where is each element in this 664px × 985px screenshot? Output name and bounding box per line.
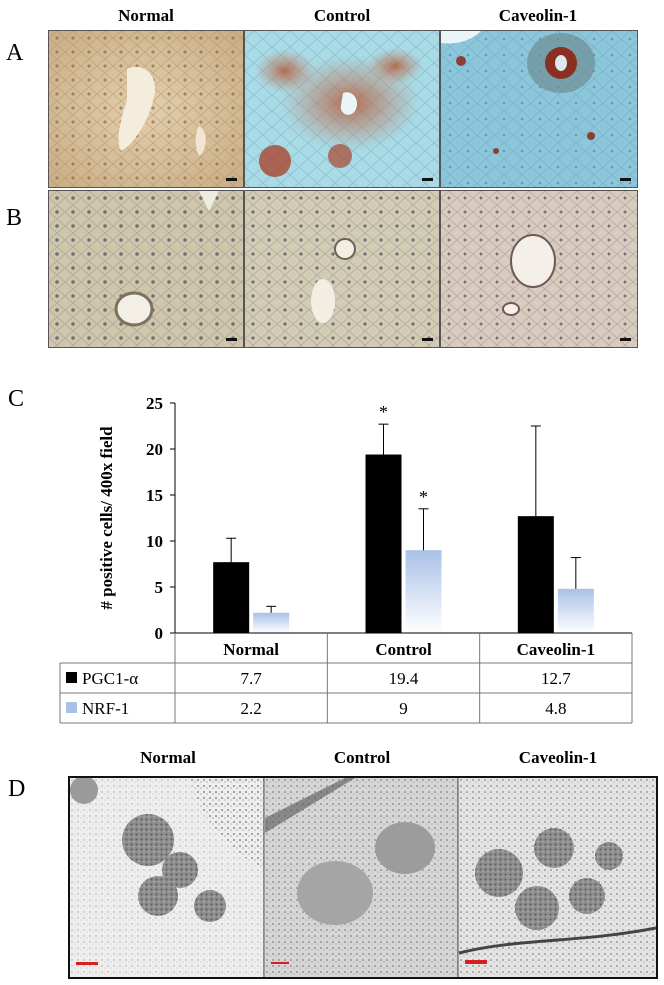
x-tick-label: Control <box>375 640 432 659</box>
scale-bar <box>226 338 237 341</box>
legend-label: PGC1-α <box>82 669 138 688</box>
em-header-caveolin-1: Caveolin-1 <box>518 748 598 767</box>
data-label: 7.7 <box>241 669 263 688</box>
em-image-strip <box>68 776 658 979</box>
panel-letter-a: A <box>6 40 24 66</box>
legend-swatch-nrf-1 <box>66 702 77 713</box>
scale-bar <box>422 338 433 341</box>
panel-letter-b: B <box>6 205 23 231</box>
data-label: 9 <box>399 699 408 718</box>
bar-nrf-1 <box>557 588 594 633</box>
em-image-caveolin-1 <box>458 778 656 977</box>
scale-bar <box>422 178 433 181</box>
scale-bar <box>620 338 631 341</box>
bar-pgc1-alpha <box>365 454 402 633</box>
micrograph-b-normal <box>48 190 244 348</box>
micrograph-a-control <box>244 30 440 188</box>
bar-pgc1-alpha <box>517 516 554 633</box>
column-header-caveolin-1: Caveolin-1 <box>498 6 578 25</box>
bar-chart: 0 5 10 15 20 25 # positive cells/ 400x field * *… <box>59 394 633 724</box>
y-tick-label: 0 <box>155 624 164 643</box>
scale-bar <box>620 178 631 181</box>
y-tick-label: 25 <box>146 394 163 413</box>
em-image-normal <box>70 778 264 977</box>
x-tick-label: Normal <box>223 640 279 659</box>
em-header-control: Control <box>333 748 391 767</box>
y-tick-label: 15 <box>146 486 163 505</box>
bar-nrf-1 <box>253 612 290 633</box>
micrograph-a-normal <box>48 30 244 188</box>
panel-letter-c: C <box>8 386 25 412</box>
data-label: 4.8 <box>545 699 566 718</box>
data-label: 12.7 <box>541 669 571 688</box>
y-axis-label: # positive cells/ 400x field <box>97 426 116 610</box>
panel-letter-d: D <box>8 776 26 802</box>
micrograph-b-control <box>244 190 440 348</box>
y-tick-label: 5 <box>155 578 164 597</box>
data-label: 19.4 <box>389 669 419 688</box>
micrograph-b-caveolin-1 <box>440 190 638 348</box>
column-header-normal: Normal <box>118 6 174 25</box>
legend-label: NRF-1 <box>82 699 129 718</box>
data-label: 2.2 <box>241 699 262 718</box>
significance-mark: * <box>419 487 428 507</box>
bar-pgc1-alpha <box>213 562 250 633</box>
em-image-control <box>265 778 458 977</box>
y-tick-label: 20 <box>146 440 163 459</box>
scale-bar <box>226 178 237 181</box>
em-header-normal: Normal <box>140 748 196 767</box>
legend-swatch-pgc1-alpha <box>66 672 77 683</box>
significance-mark: * <box>379 402 388 422</box>
x-tick-label: Caveolin-1 <box>517 640 595 659</box>
micrograph-a-caveolin-1 <box>440 30 638 188</box>
y-tick-label: 10 <box>146 532 163 551</box>
column-header-control: Control <box>313 6 371 25</box>
bar-nrf-1 <box>405 550 442 633</box>
